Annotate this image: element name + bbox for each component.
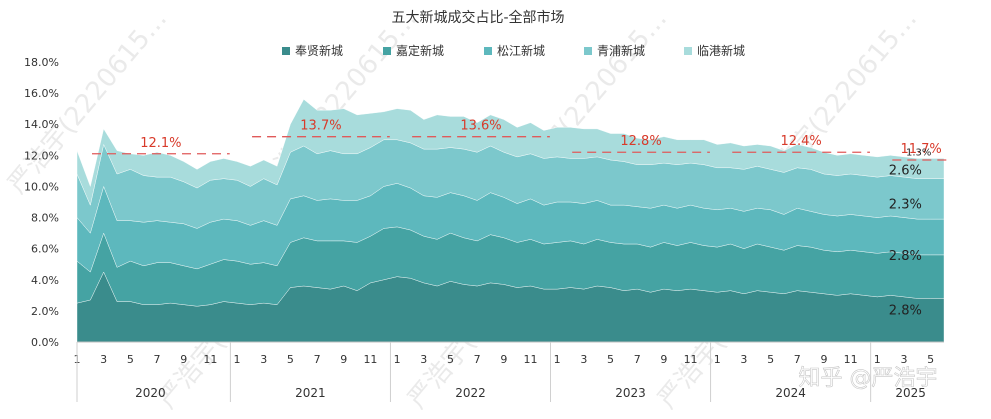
x-tick-label: 9 xyxy=(180,353,187,366)
x-tick-label: 3 xyxy=(260,353,267,366)
brand-watermark: 知乎 @严浩宇 xyxy=(799,366,938,391)
x-tick-label: 11 xyxy=(203,353,217,366)
y-tick-label: 16.0% xyxy=(24,87,59,100)
legend-swatch xyxy=(584,47,592,55)
x-tick-label: 11 xyxy=(844,353,858,366)
legend-swatch xyxy=(684,47,692,55)
y-tick-label: 12.0% xyxy=(24,149,59,162)
value-annotation: 1.3% xyxy=(906,148,931,159)
y-tick-label: 4.0% xyxy=(31,274,59,287)
x-tick-label: 1 xyxy=(394,353,401,366)
legend-label: 嘉定新城 xyxy=(396,43,444,58)
x-tick-label: 7 xyxy=(474,353,481,366)
x-tick-label: 5 xyxy=(607,353,614,366)
x-tick-label: 9 xyxy=(340,353,347,366)
x-tick-label: 3 xyxy=(100,353,107,366)
y-tick-label: 14.0% xyxy=(24,118,59,131)
legend-label: 青浦新城 xyxy=(597,43,645,58)
x-tick-label: 3 xyxy=(420,353,427,366)
average-label: 12.4% xyxy=(780,134,821,149)
legend-label: 松江新城 xyxy=(497,43,545,58)
x-tick-label: 1 xyxy=(714,353,721,366)
legend-label: 奉贤新城 xyxy=(295,43,343,58)
x-tick-label: 11 xyxy=(524,353,538,366)
x-tick-label: 5 xyxy=(447,353,454,366)
y-tick-label: 8.0% xyxy=(31,212,59,225)
year-label: 2023 xyxy=(615,386,646,400)
average-lines: 12.1% 13.7% 13.6% 12.8% 12.4% 11.7% xyxy=(92,119,950,161)
x-tick-label: 9 xyxy=(660,353,667,366)
x-tick-label: 1 xyxy=(874,353,881,366)
average-label: 12.8% xyxy=(620,134,661,149)
legend: 奉贤新城 嘉定新城 松江新城 青浦新城 临港新城 xyxy=(282,43,745,58)
legend-swatch xyxy=(484,47,492,55)
x-tick-label: 3 xyxy=(740,353,747,366)
year-label: 2022 xyxy=(455,386,486,400)
series-area-5 xyxy=(76,99,945,206)
average-label: 13.6% xyxy=(460,119,501,134)
average-label: 12.1% xyxy=(140,136,181,151)
y-tick-label: 10.0% xyxy=(24,180,59,193)
legend-swatch xyxy=(282,47,290,55)
legend-swatch xyxy=(383,47,391,55)
x-axis: 1357911135791113579111357911135791113520… xyxy=(74,341,944,402)
x-tick-label: 1 xyxy=(554,353,561,366)
year-label: 2020 xyxy=(135,386,166,400)
y-tick-label: 18.0% xyxy=(24,56,59,69)
y-axis: 0.0% 2.0% 4.0% 6.0% 8.0% 10.0% 12.0% 14.0% 16.0%… xyxy=(24,56,59,349)
x-tick-label: 7 xyxy=(794,353,801,366)
x-tick-label: 5 xyxy=(927,353,934,366)
y-tick-label: 2.0% xyxy=(31,305,59,318)
value-annotation: 2.8% xyxy=(889,303,922,318)
x-tick-label: 5 xyxy=(127,353,134,366)
year-label: 2024 xyxy=(775,386,806,400)
x-tick-label: 7 xyxy=(634,353,641,366)
value-annotations: 1.3% 2.6% 2.3% 2.8% 2.8% xyxy=(889,148,932,319)
value-annotation: 2.3% xyxy=(889,198,922,213)
average-label: 13.7% xyxy=(300,119,341,134)
x-tick-label: 3 xyxy=(580,353,587,366)
value-annotation: 2.8% xyxy=(889,249,922,264)
year-label: 2021 xyxy=(295,386,326,400)
x-tick-label: 5 xyxy=(767,353,774,366)
x-tick-label: 11 xyxy=(684,353,698,366)
x-tick-label: 7 xyxy=(154,353,161,366)
average-label: 11.7% xyxy=(900,142,941,157)
chart-title: 五大新城成交占比-全部市场 xyxy=(391,9,564,26)
x-tick-label: 11 xyxy=(363,353,377,366)
x-tick-label: 9 xyxy=(820,353,827,366)
x-tick-label: 7 xyxy=(314,353,321,366)
y-tick-label: 0.0% xyxy=(31,336,59,349)
x-tick-label: 1 xyxy=(234,353,241,366)
x-tick-label: 3 xyxy=(900,353,907,366)
value-annotation: 2.6% xyxy=(889,163,922,178)
legend-label: 临港新城 xyxy=(697,43,745,58)
y-tick-label: 6.0% xyxy=(31,243,59,256)
x-tick-label: 9 xyxy=(500,353,507,366)
year-label: 2025 xyxy=(895,386,926,400)
x-tick-label: 5 xyxy=(287,353,294,366)
